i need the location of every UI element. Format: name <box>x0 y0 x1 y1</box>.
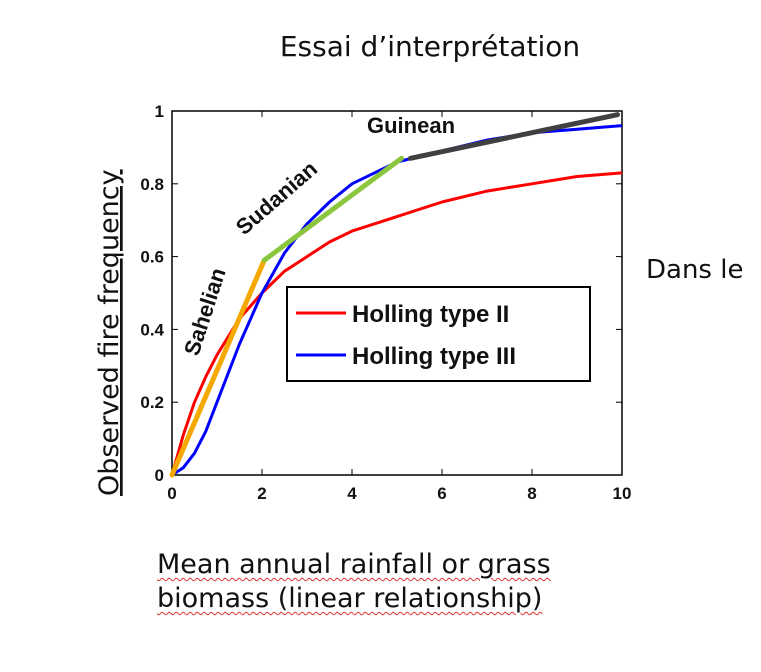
y-tick-label: 0.2 <box>140 393 164 412</box>
segment-sudanian <box>261 155 404 263</box>
zone-label-guinean: Guinean <box>367 113 455 138</box>
legend: Holling type II Holling type III <box>286 286 591 382</box>
x-tick-label: 4 <box>347 484 357 503</box>
segment-guinean <box>408 112 620 161</box>
caption-line-2: biomass (linear relationship) <box>157 583 543 614</box>
y-axis: 0 0.2 0.4 0.6 0.8 1 <box>140 102 622 485</box>
x-axis-caption: Mean annual rainfall or grass biomass (l… <box>157 548 551 616</box>
y-tick-label: 0.8 <box>140 175 164 194</box>
slide-title: Essai d’interprétation <box>279 30 581 63</box>
segment-sahelian <box>169 257 267 478</box>
x-tick-label: 6 <box>437 484 446 503</box>
x-tick-label: 2 <box>257 484 266 503</box>
y-tick-label: 0.6 <box>140 248 164 267</box>
side-text: Dans le <box>646 255 744 285</box>
x-tick-label: 8 <box>527 484 536 503</box>
legend-label-type-iii: Holling type III <box>352 343 516 370</box>
y-tick-label: 1 <box>155 102 164 121</box>
y-axis-label: Observed fire frequency <box>94 169 125 496</box>
legend-box <box>286 286 591 382</box>
y-tick-label: 0.4 <box>140 320 164 339</box>
zone-segments <box>169 112 620 478</box>
x-tick-label: 10 <box>613 484 632 503</box>
y-tick-label: 0 <box>155 466 164 485</box>
x-tick-label: 0 <box>167 484 176 503</box>
caption-line-1: Mean annual rainfall or grass <box>157 549 551 580</box>
legend-label-type-ii: Holling type II <box>352 301 509 328</box>
series-line-holling-type-ii <box>170 171 623 476</box>
